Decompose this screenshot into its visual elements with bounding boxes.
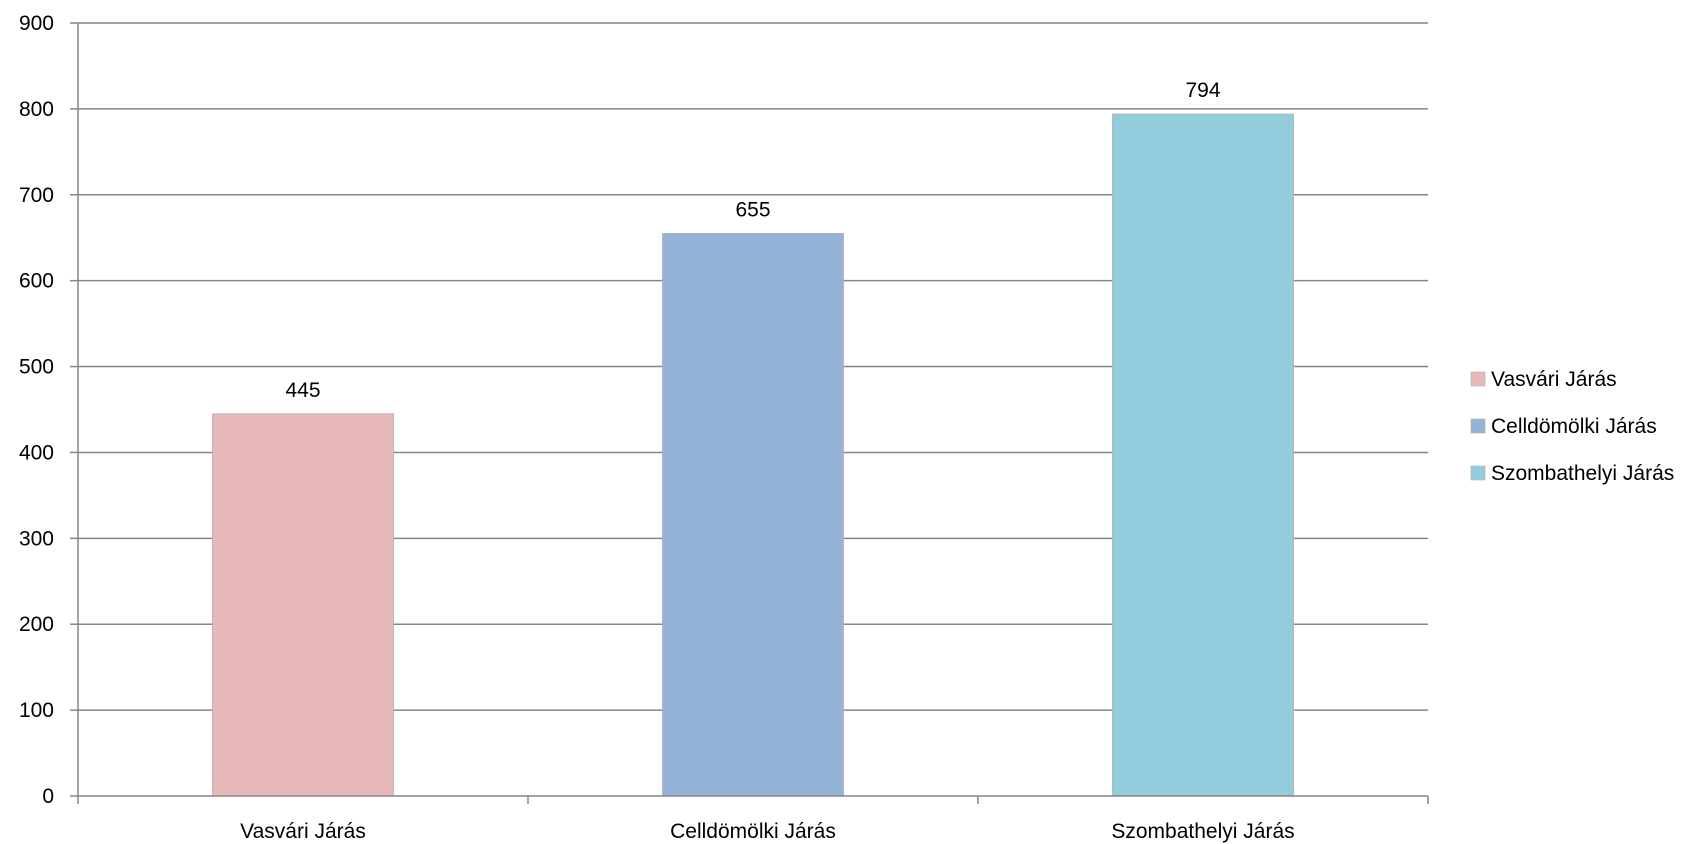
data-label-2: 655 bbox=[735, 198, 770, 221]
y-tick-label-100: 100 bbox=[19, 699, 54, 722]
legend-label-1: Vasvári Járás bbox=[1491, 368, 1617, 391]
y-tick-label-500: 500 bbox=[19, 356, 54, 379]
y-tick-label-0: 0 bbox=[42, 785, 54, 808]
axes bbox=[70, 22, 1429, 804]
data-label-3: 794 bbox=[1185, 79, 1220, 102]
x-axis-tick-labels: Vasvári Járás Celldömölki Járás Szombathel… bbox=[240, 820, 1294, 843]
y-tick-label-400: 400 bbox=[19, 441, 54, 464]
y-tick-label-200: 200 bbox=[19, 613, 54, 636]
x-tick-label-3: Szombathelyi Járás bbox=[1111, 820, 1294, 843]
legend: Vasvári Járás Celldömölki Járás Szombathel… bbox=[1470, 368, 1674, 485]
y-tick-label-700: 700 bbox=[19, 184, 54, 207]
legend-swatch-1 bbox=[1470, 371, 1486, 387]
bar-1 bbox=[212, 413, 394, 797]
bar-2 bbox=[662, 233, 844, 797]
legend-label-3: Szombathelyi Járás bbox=[1491, 462, 1674, 485]
y-tick-label-800: 800 bbox=[19, 98, 54, 121]
legend-swatch-2 bbox=[1470, 418, 1486, 434]
y-tick-label-900: 900 bbox=[19, 12, 54, 35]
legend-label-2: Celldömölki Járás bbox=[1491, 415, 1657, 438]
data-label-1: 445 bbox=[285, 379, 320, 402]
y-tick-label-300: 300 bbox=[19, 527, 54, 550]
bar-3 bbox=[1112, 113, 1294, 797]
x-tick-label-2: Celldömölki Járás bbox=[670, 820, 836, 843]
legend-swatch-3 bbox=[1470, 465, 1486, 481]
data-labels: 445 655 794 bbox=[285, 79, 1220, 402]
y-axis-tick-labels: 0 100 200 300 400 500 600 700 800 900 bbox=[19, 12, 54, 808]
bars bbox=[212, 113, 1294, 797]
y-tick-label-600: 600 bbox=[19, 270, 54, 293]
x-tick-label-1: Vasvári Járás bbox=[240, 820, 366, 843]
